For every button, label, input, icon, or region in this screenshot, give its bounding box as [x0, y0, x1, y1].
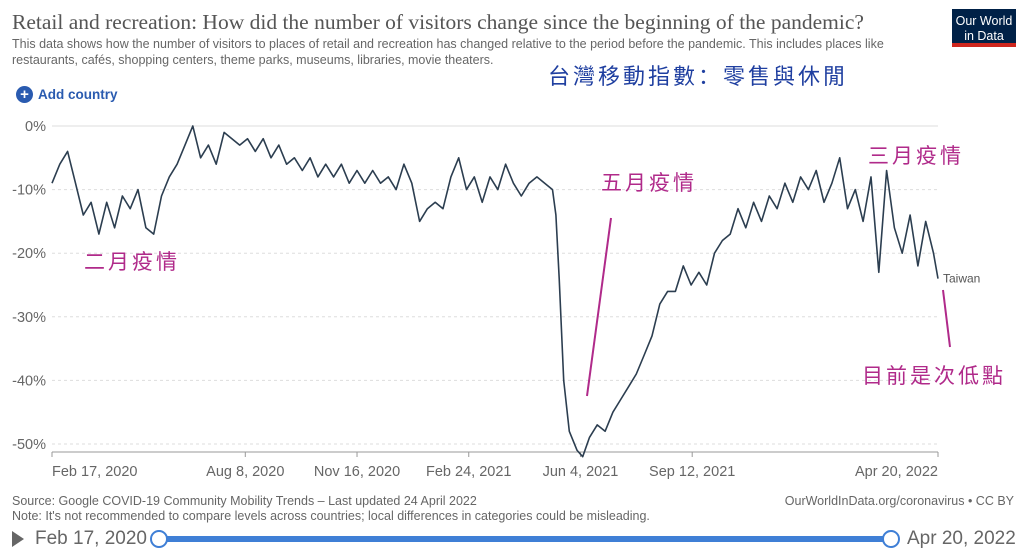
y-tick-label: 0% — [25, 119, 46, 135]
annotation-may-outbreak: 五月疫情 — [601, 171, 697, 195]
series-label: Taiwan — [943, 272, 980, 286]
chart-subtitle: This data shows how the number of visito… — [12, 37, 884, 67]
y-tick-label: -30% — [12, 310, 46, 326]
x-tick-label: Sep 12, 2021 — [649, 464, 735, 480]
timeline-end-handle[interactable] — [882, 530, 900, 548]
timeline-start-label: Feb 17, 2020 — [35, 528, 147, 549]
annotation-arrow-current — [942, 289, 951, 348]
annotation-arrow-may — [586, 217, 612, 397]
chart-title: Retail and recreation: How did the numbe… — [12, 10, 864, 34]
timeline-track[interactable] — [158, 536, 890, 542]
annotation-main-title: 台灣移動指數：零售與休閒 — [548, 65, 848, 90]
x-tick-label: Jun 4, 2021 — [543, 464, 619, 480]
x-tick-label: Feb 24, 2021 — [426, 464, 511, 480]
x-tick-label: Aug 8, 2020 — [206, 464, 284, 480]
add-country-label: Add country — [38, 87, 118, 102]
timeline-end-label: Apr 20, 2022 — [907, 528, 1016, 549]
x-tick-label: Apr 20, 2022 — [855, 464, 938, 480]
line-chart: 0% -10% -20% -30% -40% -50% Feb 17, 2020 Aug 8,… — [12, 65, 1006, 480]
disclaimer-note: Note: It's not recommended to compare le… — [12, 509, 650, 523]
logo-line-2: in Data — [964, 29, 1004, 43]
x-tick-label: Feb 17, 2020 — [52, 464, 137, 480]
timeline-start-handle[interactable] — [150, 530, 168, 548]
credit-link[interactable]: OurWorldInData.org/coronavirus • CC BY — [784, 494, 1014, 508]
add-country-button[interactable]: + Add country — [16, 86, 118, 103]
series-line-taiwan — [51, 125, 939, 458]
annotation-march-outbreak: 三月疫情 — [868, 144, 964, 168]
y-tick-label: -20% — [12, 246, 46, 262]
x-tick-label: Nov 16, 2020 — [314, 464, 400, 480]
timeline: Feb 17, 2020 Apr 20, 2022 — [0, 524, 1024, 559]
source-note: Source: Google COVID-19 Community Mobili… — [12, 494, 477, 508]
y-tick-label: -10% — [12, 183, 46, 199]
y-tick-label: -40% — [12, 373, 46, 389]
annotation-current-low: 目前是次低點 — [862, 364, 1006, 388]
owid-logo[interactable]: Our World in Data — [952, 9, 1016, 47]
annotation-feb-outbreak: 二月疫情 — [84, 250, 180, 274]
play-icon[interactable] — [12, 531, 24, 547]
y-tick-label: -50% — [12, 437, 46, 453]
logo-line-1: Our World — [955, 14, 1013, 28]
plus-circle-icon: + — [16, 86, 33, 103]
